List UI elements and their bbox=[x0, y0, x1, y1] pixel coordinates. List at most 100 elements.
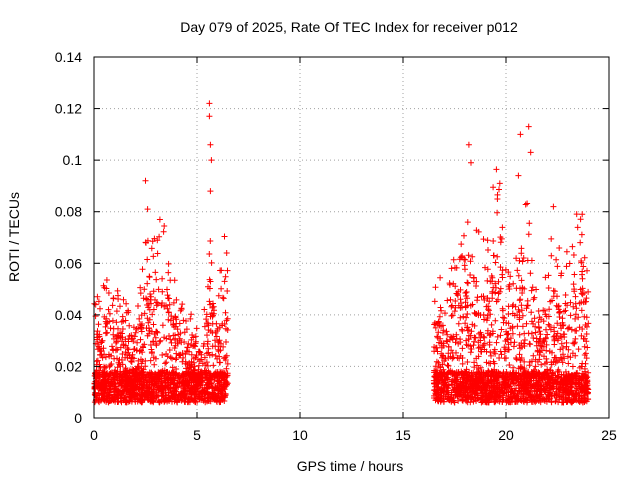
roti-point bbox=[142, 239, 149, 246]
roti-point bbox=[437, 335, 444, 342]
roti-point bbox=[525, 392, 532, 398]
roti-point bbox=[507, 325, 514, 332]
roti-point bbox=[205, 327, 212, 333]
roti-point bbox=[545, 321, 552, 328]
roti-point bbox=[125, 338, 132, 345]
roti-point bbox=[556, 310, 563, 316]
roti-point bbox=[462, 304, 469, 311]
roti-point bbox=[466, 393, 473, 400]
roti-point bbox=[435, 359, 442, 366]
roti-point bbox=[535, 383, 542, 389]
roti-point bbox=[489, 290, 496, 297]
roti-point bbox=[541, 388, 548, 394]
roti-point bbox=[134, 377, 141, 384]
roti-point bbox=[507, 335, 514, 342]
roti-point bbox=[455, 320, 462, 327]
roti-point bbox=[175, 391, 182, 398]
roti-point bbox=[464, 295, 471, 302]
roti-point bbox=[584, 344, 591, 351]
roti-point bbox=[215, 292, 222, 299]
roti-point bbox=[438, 373, 445, 380]
roti-point bbox=[128, 332, 135, 339]
roti-point bbox=[583, 314, 590, 321]
roti-point bbox=[545, 373, 551, 380]
roti-point bbox=[521, 337, 528, 343]
roti-point bbox=[485, 369, 492, 376]
roti-point bbox=[457, 286, 464, 293]
roti-point bbox=[165, 389, 172, 396]
roti-point bbox=[465, 326, 472, 333]
roti-point bbox=[155, 376, 162, 383]
roti-point bbox=[99, 337, 106, 344]
roti-point bbox=[484, 295, 491, 302]
roti-point bbox=[475, 228, 482, 235]
roti-point bbox=[177, 330, 184, 337]
roti-point bbox=[505, 303, 512, 310]
roti-point bbox=[442, 394, 449, 400]
roti-point bbox=[165, 316, 172, 323]
roti-point bbox=[166, 370, 173, 377]
roti-point bbox=[513, 398, 519, 405]
roti-point bbox=[222, 354, 229, 361]
roti-point bbox=[202, 388, 209, 395]
roti-point bbox=[566, 390, 573, 396]
roti-peak-point bbox=[550, 203, 557, 210]
roti-point bbox=[515, 272, 522, 279]
roti-point bbox=[456, 355, 463, 362]
roti-point bbox=[510, 369, 517, 376]
roti-point bbox=[159, 367, 166, 374]
roti-point bbox=[211, 387, 218, 394]
roti-point bbox=[175, 375, 181, 382]
roti-point bbox=[109, 302, 116, 309]
roti-point bbox=[527, 270, 534, 277]
roti-point bbox=[578, 290, 585, 297]
roti-point bbox=[122, 349, 129, 356]
roti-point bbox=[546, 391, 552, 398]
roti-point bbox=[97, 364, 104, 371]
roti-point bbox=[532, 372, 539, 379]
roti-point bbox=[101, 397, 108, 404]
roti-point bbox=[556, 245, 563, 251]
roti-point bbox=[157, 337, 164, 344]
roti-point bbox=[201, 323, 208, 330]
roti-point bbox=[144, 256, 151, 263]
roti-point bbox=[152, 393, 159, 400]
roti-point bbox=[460, 313, 467, 320]
roti-point bbox=[440, 329, 446, 336]
roti-point bbox=[445, 354, 452, 361]
roti-point bbox=[135, 386, 142, 393]
roti-point bbox=[215, 371, 222, 378]
roti-point bbox=[530, 296, 537, 303]
roti-point bbox=[560, 351, 566, 358]
roti-point bbox=[525, 231, 532, 238]
roti-point bbox=[581, 254, 588, 261]
roti-point bbox=[103, 277, 110, 283]
roti-point bbox=[146, 273, 153, 280]
roti-point bbox=[582, 374, 589, 381]
roti-point bbox=[173, 366, 180, 372]
roti-point bbox=[519, 290, 526, 296]
roti-peak-point bbox=[144, 206, 151, 213]
roti-point bbox=[553, 390, 560, 397]
roti-point bbox=[150, 338, 157, 345]
roti-point bbox=[119, 334, 126, 341]
roti-point bbox=[462, 266, 468, 273]
roti-point bbox=[578, 380, 585, 387]
roti-point bbox=[224, 360, 231, 367]
roti-point bbox=[148, 389, 155, 396]
roti-point bbox=[172, 337, 179, 343]
roti-point bbox=[169, 364, 176, 371]
roti-point bbox=[152, 296, 158, 303]
roti-point bbox=[501, 355, 508, 362]
y-tick-label: 0 bbox=[74, 410, 82, 426]
roti-point bbox=[107, 385, 114, 392]
roti-point bbox=[518, 355, 525, 361]
y-tick-label: 0.1 bbox=[63, 152, 83, 168]
roti-point bbox=[209, 351, 216, 358]
roti-point bbox=[464, 359, 471, 365]
roti-point bbox=[461, 232, 467, 239]
roti-point bbox=[137, 336, 144, 343]
roti-point bbox=[106, 310, 113, 317]
roti-point bbox=[443, 337, 450, 344]
roti-point bbox=[499, 305, 506, 312]
